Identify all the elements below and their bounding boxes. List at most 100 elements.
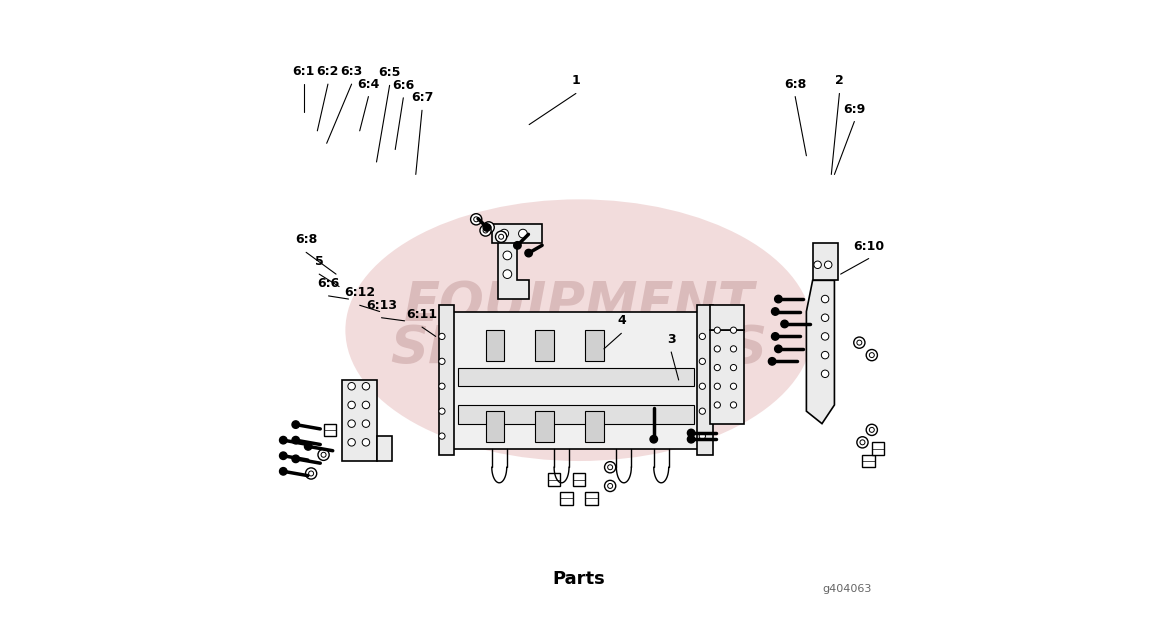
Bar: [535, 330, 554, 361]
Circle shape: [821, 370, 829, 378]
Circle shape: [604, 480, 616, 492]
Text: 6:9: 6:9: [843, 103, 865, 115]
Bar: [445, 312, 706, 449]
Circle shape: [866, 350, 878, 361]
Circle shape: [699, 408, 705, 414]
Text: 6:5: 6:5: [379, 67, 401, 79]
Circle shape: [731, 402, 736, 408]
Circle shape: [305, 443, 312, 450]
Circle shape: [292, 455, 300, 463]
Bar: [548, 473, 560, 486]
Circle shape: [347, 401, 356, 409]
Circle shape: [608, 465, 613, 470]
Circle shape: [309, 471, 314, 476]
Polygon shape: [492, 224, 542, 243]
Circle shape: [347, 383, 356, 390]
Circle shape: [483, 224, 491, 231]
Text: 3: 3: [667, 333, 675, 346]
Circle shape: [769, 358, 776, 365]
Text: EQUIPMENT: EQUIPMENT: [404, 279, 754, 331]
Text: 1: 1: [572, 75, 580, 87]
Circle shape: [714, 327, 720, 333]
Circle shape: [279, 452, 287, 460]
Circle shape: [821, 351, 829, 359]
Circle shape: [775, 295, 782, 303]
Circle shape: [483, 228, 488, 233]
Circle shape: [714, 364, 720, 371]
Circle shape: [604, 462, 616, 473]
Circle shape: [821, 314, 829, 321]
Circle shape: [292, 437, 300, 444]
Text: 6:8: 6:8: [295, 234, 317, 246]
Bar: [585, 411, 604, 442]
Bar: [485, 330, 504, 361]
Circle shape: [857, 340, 862, 345]
Circle shape: [306, 468, 317, 479]
Bar: [485, 411, 504, 442]
Circle shape: [439, 408, 445, 414]
Circle shape: [699, 333, 705, 340]
Circle shape: [714, 402, 720, 408]
Circle shape: [857, 437, 868, 448]
Text: 6:7: 6:7: [411, 92, 433, 104]
Text: 6:11: 6:11: [406, 308, 438, 321]
Circle shape: [525, 249, 533, 257]
Bar: [376, 436, 393, 461]
Text: 4: 4: [617, 315, 625, 327]
Text: 6:1: 6:1: [293, 65, 315, 78]
Circle shape: [860, 440, 865, 445]
Circle shape: [714, 383, 720, 389]
Circle shape: [780, 320, 789, 328]
Circle shape: [771, 333, 779, 340]
Circle shape: [688, 435, 695, 443]
Bar: [535, 411, 554, 442]
Circle shape: [853, 337, 865, 348]
Circle shape: [775, 345, 782, 353]
Bar: [697, 305, 713, 455]
Circle shape: [870, 427, 874, 432]
Circle shape: [714, 346, 720, 352]
Circle shape: [503, 251, 512, 260]
Text: g404063: g404063: [822, 584, 872, 594]
Text: 6:8: 6:8: [784, 78, 806, 90]
Circle shape: [292, 421, 300, 429]
Circle shape: [866, 424, 878, 435]
Circle shape: [771, 308, 779, 315]
Circle shape: [279, 437, 287, 444]
Circle shape: [731, 383, 736, 389]
Circle shape: [814, 261, 821, 269]
Circle shape: [362, 383, 369, 390]
Circle shape: [347, 420, 356, 427]
Circle shape: [500, 229, 508, 238]
Circle shape: [362, 439, 369, 446]
Text: Parts: Parts: [552, 571, 606, 588]
Bar: [560, 492, 573, 505]
Text: 6:4: 6:4: [357, 78, 380, 90]
Circle shape: [483, 222, 494, 233]
Bar: [585, 492, 598, 505]
Circle shape: [731, 364, 736, 371]
Text: 5: 5: [315, 255, 323, 268]
Bar: [323, 424, 336, 436]
Bar: [343, 380, 376, 461]
Circle shape: [821, 295, 829, 303]
Circle shape: [824, 261, 831, 269]
Circle shape: [731, 327, 736, 333]
Polygon shape: [498, 237, 529, 299]
Bar: [573, 473, 585, 486]
Circle shape: [362, 420, 369, 427]
Circle shape: [870, 353, 874, 358]
Bar: [457, 405, 695, 424]
Bar: [872, 442, 885, 455]
Text: 6:6: 6:6: [393, 79, 415, 92]
Text: 6:12: 6:12: [344, 287, 375, 299]
Circle shape: [514, 242, 521, 249]
Circle shape: [731, 346, 736, 352]
Bar: [813, 243, 837, 280]
Circle shape: [519, 229, 527, 238]
Text: 2: 2: [835, 75, 844, 87]
Circle shape: [321, 452, 327, 457]
Bar: [710, 305, 745, 330]
Circle shape: [608, 483, 613, 488]
Circle shape: [318, 449, 329, 460]
